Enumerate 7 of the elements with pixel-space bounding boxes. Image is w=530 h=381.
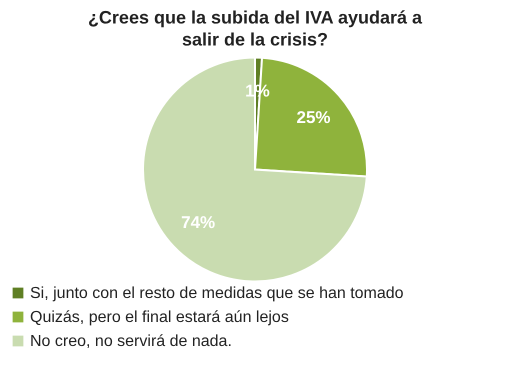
- data-label: 25%: [296, 108, 331, 127]
- legend-label: No creo, no servirá de nada.: [30, 333, 232, 350]
- pie-slice: [142, 56, 368, 282]
- legend-label: Si, junto con el resto de medidas que se han tomado: [30, 285, 404, 302]
- chart-title: ¿Crees que la subida del IVA ayudará a salir de la crisis?: [88, 8, 424, 50]
- data-label: 74%: [181, 212, 216, 232]
- legend-label: Quizás, pero el final estará aún lejos: [30, 309, 289, 326]
